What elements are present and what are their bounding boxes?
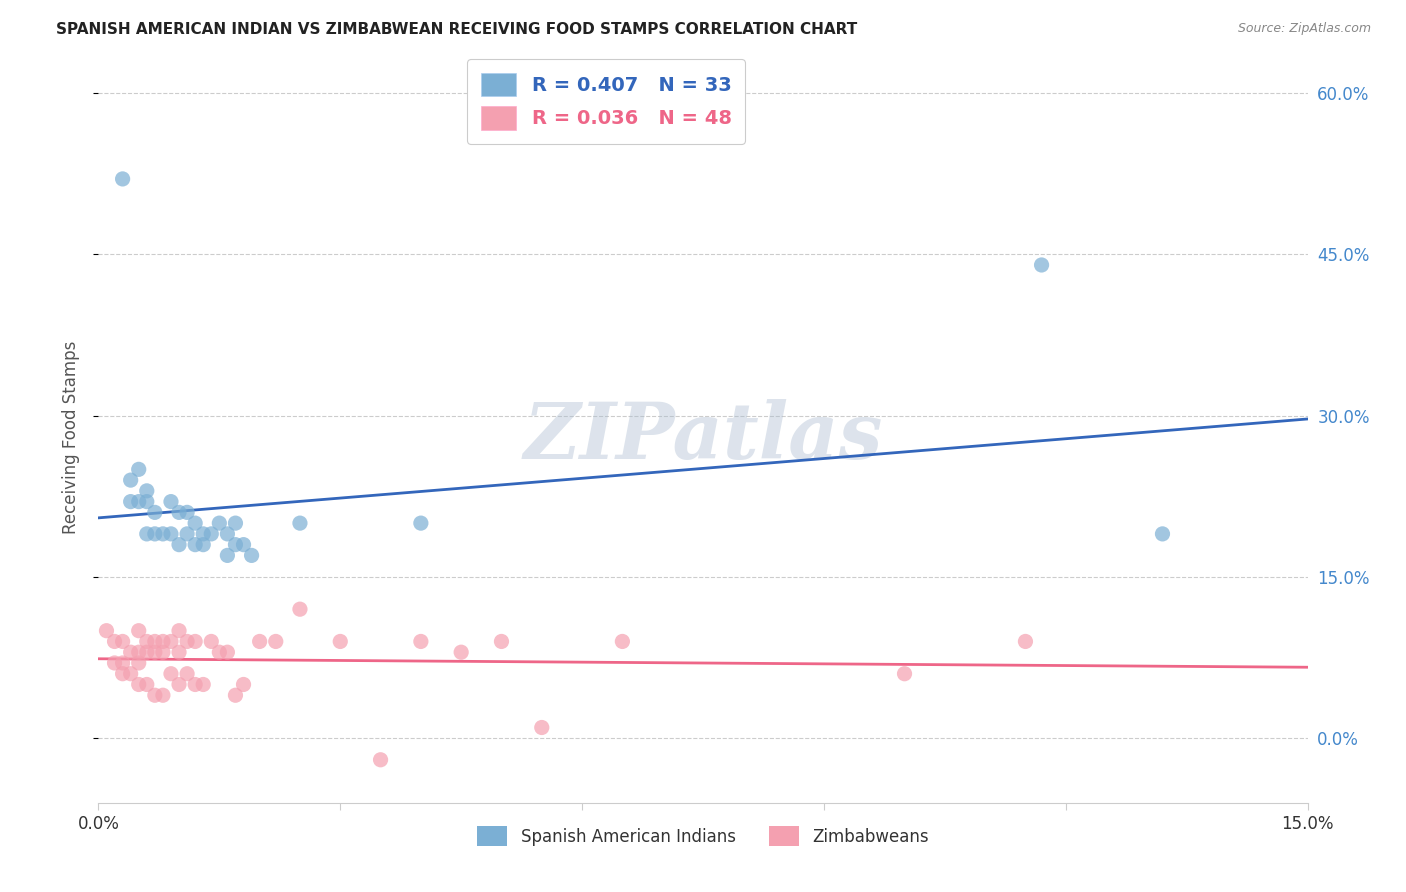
Point: [176, 666, 198, 681]
Point: [217, 527, 239, 541]
Point: [176, 505, 198, 519]
Point: [135, 494, 157, 508]
Point: [1014, 634, 1036, 648]
Point: [193, 538, 215, 552]
Text: SPANISH AMERICAN INDIAN VS ZIMBABWEAN RECEIVING FOOD STAMPS CORRELATION CHART: SPANISH AMERICAN INDIAN VS ZIMBABWEAN RE…: [56, 22, 858, 37]
Point: [160, 527, 183, 541]
Point: [184, 634, 207, 648]
Point: [176, 634, 198, 648]
Point: [288, 602, 311, 616]
Point: [135, 677, 157, 691]
Point: [143, 505, 166, 519]
Point: [135, 527, 157, 541]
Point: [96, 624, 118, 638]
Point: [167, 538, 190, 552]
Point: [200, 634, 222, 648]
Point: [120, 473, 142, 487]
Point: [111, 172, 134, 186]
Point: [135, 483, 157, 498]
Point: [128, 462, 150, 476]
Point: [217, 645, 239, 659]
Point: [288, 516, 311, 530]
Point: [120, 494, 142, 508]
Point: [184, 538, 207, 552]
Point: [217, 549, 239, 563]
Point: [103, 656, 125, 670]
Point: [224, 538, 246, 552]
Point: [128, 677, 150, 691]
Point: [120, 645, 142, 659]
Point: [240, 549, 263, 563]
Point: [135, 645, 157, 659]
Point: [160, 666, 183, 681]
Point: [184, 677, 207, 691]
Point: [152, 527, 174, 541]
Point: [193, 677, 215, 691]
Point: [409, 634, 432, 648]
Point: [152, 645, 174, 659]
Point: [111, 666, 134, 681]
Point: [152, 634, 174, 648]
Text: ZIPatlas: ZIPatlas: [523, 399, 883, 475]
Point: [193, 527, 215, 541]
Point: [329, 634, 352, 648]
Point: [224, 688, 246, 702]
Point: [128, 645, 150, 659]
Point: [167, 645, 190, 659]
Point: [491, 634, 513, 648]
Point: [1152, 527, 1174, 541]
Point: [103, 634, 125, 648]
Point: [167, 624, 190, 638]
Point: [143, 645, 166, 659]
Point: [176, 527, 198, 541]
Point: [160, 634, 183, 648]
Point: [450, 645, 472, 659]
Point: [111, 656, 134, 670]
Point: [128, 494, 150, 508]
Point: [143, 688, 166, 702]
Legend: Spanish American Indians, Zimbabweans: Spanish American Indians, Zimbabweans: [471, 820, 935, 853]
Point: [135, 634, 157, 648]
Point: [128, 656, 150, 670]
Point: [143, 527, 166, 541]
Point: [224, 516, 246, 530]
Point: [167, 505, 190, 519]
Point: [111, 634, 134, 648]
Y-axis label: Receiving Food Stamps: Receiving Food Stamps: [62, 341, 80, 533]
Text: Source: ZipAtlas.com: Source: ZipAtlas.com: [1237, 22, 1371, 36]
Point: [232, 538, 254, 552]
Point: [264, 634, 287, 648]
Point: [370, 753, 392, 767]
Point: [167, 677, 190, 691]
Point: [232, 677, 254, 691]
Point: [200, 527, 222, 541]
Point: [530, 721, 553, 735]
Point: [409, 516, 432, 530]
Point: [128, 624, 150, 638]
Point: [152, 688, 174, 702]
Point: [1031, 258, 1053, 272]
Point: [208, 516, 231, 530]
Point: [160, 494, 183, 508]
Point: [249, 634, 271, 648]
Point: [120, 666, 142, 681]
Point: [208, 645, 231, 659]
Point: [184, 516, 207, 530]
Point: [612, 634, 634, 648]
Point: [893, 666, 915, 681]
Point: [143, 634, 166, 648]
